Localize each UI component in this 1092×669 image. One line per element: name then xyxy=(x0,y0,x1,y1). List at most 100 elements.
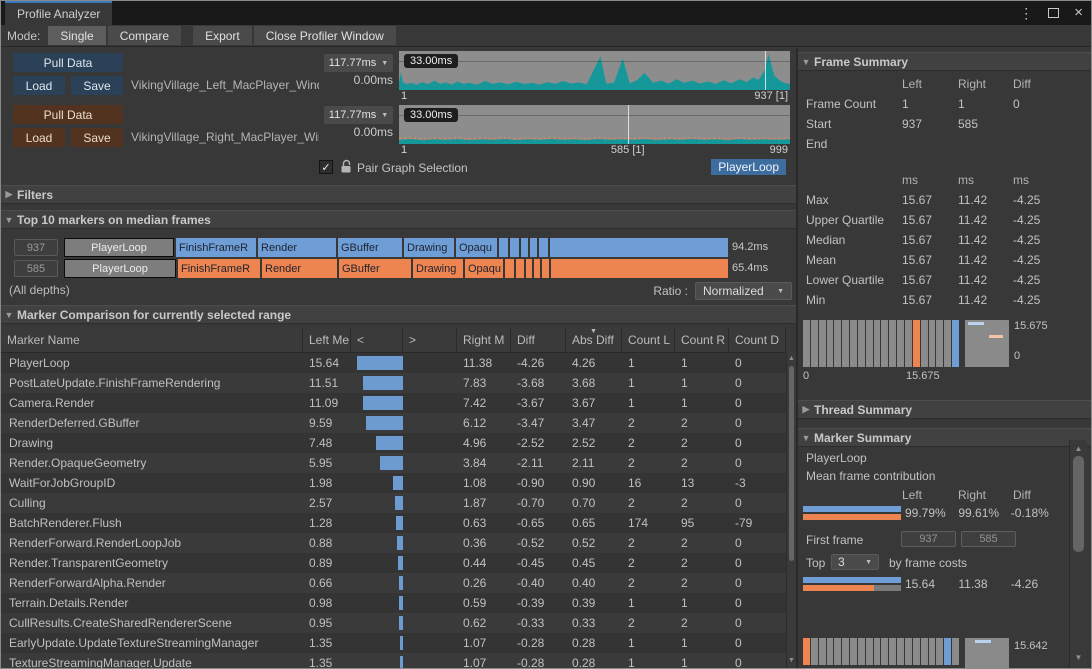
scroll-down-icon[interactable]: ▼ xyxy=(1074,653,1083,662)
frame-histogram[interactable] xyxy=(803,320,959,367)
column-header-left-me[interactable]: Left Me xyxy=(303,327,351,352)
tab-profile-analyzer[interactable]: Profile Analyzer xyxy=(5,1,113,25)
summary-scrollbar[interactable]: ▲ ▼ xyxy=(1069,440,1087,668)
marker-boxplot[interactable] xyxy=(965,638,1009,668)
segment-gbuffer[interactable]: GBuffer xyxy=(339,259,411,278)
segment[interactable] xyxy=(550,238,728,257)
close-icon[interactable]: × xyxy=(1074,4,1083,21)
column-header-count-r[interactable]: Count R xyxy=(675,327,729,352)
top10-section-header[interactable]: ▼ Top 10 markers on median frames xyxy=(1,210,796,229)
pull-data-button-left[interactable]: Pull Data xyxy=(13,53,123,72)
range-dropdown-right[interactable]: 117.77ms ▼ xyxy=(324,106,393,124)
segment-playerloop[interactable]: PlayerLoop xyxy=(64,238,174,257)
first-frame-left-button[interactable]: 937 xyxy=(901,531,956,547)
table-row[interactable]: PlayerLoop 15.64 11.38 -4.26 4.26 1 1 0 xyxy=(1,353,786,373)
table-row[interactable]: Camera.Render 11.09 7.42 -3.67 3.67 1 1 0 xyxy=(1,393,786,413)
segment[interactable] xyxy=(510,238,519,257)
table-row[interactable]: CullResults.CreateSharedRendererScene 0.9… xyxy=(1,613,786,633)
maximize-icon[interactable] xyxy=(1048,8,1060,18)
segment[interactable] xyxy=(505,259,514,278)
table-row[interactable]: TextureStreamingManager.Update 1.35 1.07 -0… xyxy=(1,653,786,668)
table-row[interactable]: RenderDeferred.GBuffer 9.59 6.12 -3.47 3.47 2… xyxy=(1,413,786,433)
segment-drawing[interactable]: Drawing xyxy=(404,238,454,257)
toolbar-button-export[interactable]: Export xyxy=(193,26,252,45)
scrollbar-thumb[interactable] xyxy=(1073,456,1084,552)
column-header-count-l[interactable]: Count L xyxy=(622,327,675,352)
save-button-left[interactable]: Save xyxy=(71,76,123,95)
table-row[interactable]: RenderForward.RenderLoopJob 0.88 0.36 -0.52… xyxy=(1,533,786,553)
frame-number-button[interactable]: 937 xyxy=(14,239,58,256)
segment[interactable] xyxy=(534,259,540,278)
panel-splitter[interactable] xyxy=(796,48,798,668)
table-row[interactable]: Drawing 7.48 4.96 -2.52 2.52 2 2 0 xyxy=(1,433,786,453)
table-row[interactable]: PostLateUpdate.FinishFrameRendering 11.51… xyxy=(1,373,786,393)
comparison-scrollbar[interactable]: ▲ ▼ xyxy=(786,353,796,668)
load-button-left[interactable]: Load xyxy=(13,76,65,95)
column-header-diff[interactable]: Diff xyxy=(511,327,566,352)
range-dropdown-left[interactable]: 117.77ms ▼ xyxy=(324,54,393,72)
scroll-up-icon[interactable]: ▲ xyxy=(788,355,795,362)
column-header-abs-diff[interactable]: Abs Diff ▼ xyxy=(566,327,622,352)
segment[interactable] xyxy=(551,259,728,278)
segment[interactable] xyxy=(521,238,528,257)
filters-section-header[interactable]: ▶ Filters xyxy=(1,185,796,204)
first-frame-right-button[interactable]: 585 xyxy=(961,531,1016,547)
table-row[interactable]: Render.OpaqueGeometry 5.95 3.84 -2.11 2.11 2 2… xyxy=(1,453,786,473)
column-header-right-m[interactable]: Right M xyxy=(457,327,511,352)
pull-data-button-right[interactable]: Pull Data xyxy=(13,105,123,124)
segment-finishframer[interactable]: FinishFrameR xyxy=(178,259,260,278)
frame-graph-right[interactable]: 33.00ms xyxy=(399,105,790,144)
segment[interactable] xyxy=(542,259,549,278)
table-row[interactable]: EarlyUpdate.UpdateTextureStreamingManage… xyxy=(1,633,786,653)
column-header-count-d[interactable]: Count D xyxy=(729,327,786,352)
table-row[interactable]: Culling 2.57 1.87 -0.70 0.70 2 2 0 xyxy=(1,493,786,513)
scroll-down-icon[interactable]: ▼ xyxy=(788,657,795,664)
pair-graph-checkbox[interactable]: ✓ xyxy=(319,160,333,174)
segment-gbuffer[interactable]: GBuffer xyxy=(338,238,402,257)
frame-number-button[interactable]: 585 xyxy=(14,260,58,277)
segment[interactable] xyxy=(526,259,532,278)
marker-comparison-section-header[interactable]: ▼ Marker Comparison for currently select… xyxy=(1,305,796,324)
segment-opaqu[interactable]: Opaqu xyxy=(456,238,497,257)
frame-graph-left[interactable]: 33.00ms xyxy=(399,51,790,90)
toolbar-button-compare[interactable]: Compare xyxy=(107,26,182,45)
frame-time-badge[interactable]: 33.00ms xyxy=(404,54,459,68)
column-header-marker-name[interactable]: Marker Name xyxy=(1,327,303,352)
table-row[interactable]: RenderForwardAlpha.Render 0.66 0.26 -0.40 0.… xyxy=(1,573,786,593)
scroll-up-icon[interactable]: ▲ xyxy=(1074,444,1083,453)
menu-icon[interactable]: ⋮ xyxy=(1019,4,1034,21)
table-row[interactable]: BatchRenderer.Flush 1.28 0.63 -0.65 0.65 174 9… xyxy=(1,513,786,533)
segment[interactable] xyxy=(516,259,524,278)
scrollbar-thumb[interactable] xyxy=(789,366,794,561)
frame-summary-header[interactable]: ▼ Frame Summary xyxy=(798,52,1091,71)
thread-summary-header[interactable]: ▶ Thread Summary xyxy=(798,400,1091,419)
table-row[interactable]: Render.TransparentGeometry 0.89 0.44 -0.45 0… xyxy=(1,553,786,573)
segment-opaqu[interactable]: Opaqu xyxy=(465,259,503,278)
segment-finishframer[interactable]: FinishFrameR xyxy=(176,238,256,257)
segment-render[interactable]: Render xyxy=(258,238,336,257)
load-button-right[interactable]: Load xyxy=(13,128,65,147)
ratio-dropdown[interactable]: Normalized ▼ xyxy=(695,282,792,300)
selected-frame-cursor[interactable] xyxy=(765,51,767,90)
segment-drawing[interactable]: Drawing xyxy=(413,259,463,278)
column-header--[interactable]: < xyxy=(351,327,403,352)
toolbar-button-single[interactable]: Single xyxy=(48,26,106,45)
top-n-dropdown[interactable]: 3 ▼ xyxy=(831,554,879,570)
selected-frame-cursor[interactable] xyxy=(627,105,629,144)
segment[interactable] xyxy=(539,238,548,257)
frame-boxplot[interactable] xyxy=(965,320,1009,367)
table-row[interactable]: WaitForJobGroupID 1.98 1.08 -0.90 0.90 16 13 -3 xyxy=(1,473,786,493)
unlock-icon[interactable] xyxy=(340,159,352,174)
segment[interactable] xyxy=(499,238,508,257)
column-header--[interactable]: > xyxy=(403,327,457,352)
marker-summary-header[interactable]: ▼ Marker Summary xyxy=(798,428,1091,447)
marker-histogram[interactable] xyxy=(803,638,959,665)
table-row[interactable]: Terrain.Details.Render 0.98 0.59 -0.39 0.39 1… xyxy=(1,593,786,613)
segment-playerloop[interactable]: PlayerLoop xyxy=(64,259,176,278)
frame-time-badge[interactable]: 33.00ms xyxy=(404,108,459,122)
segment-render[interactable]: Render xyxy=(262,259,337,278)
segment[interactable] xyxy=(530,238,537,257)
toolbar-button-close-profiler-window[interactable]: Close Profiler Window xyxy=(253,26,396,45)
save-button-right[interactable]: Save xyxy=(71,128,123,147)
selected-marker-chip[interactable]: PlayerLoop xyxy=(711,159,786,175)
